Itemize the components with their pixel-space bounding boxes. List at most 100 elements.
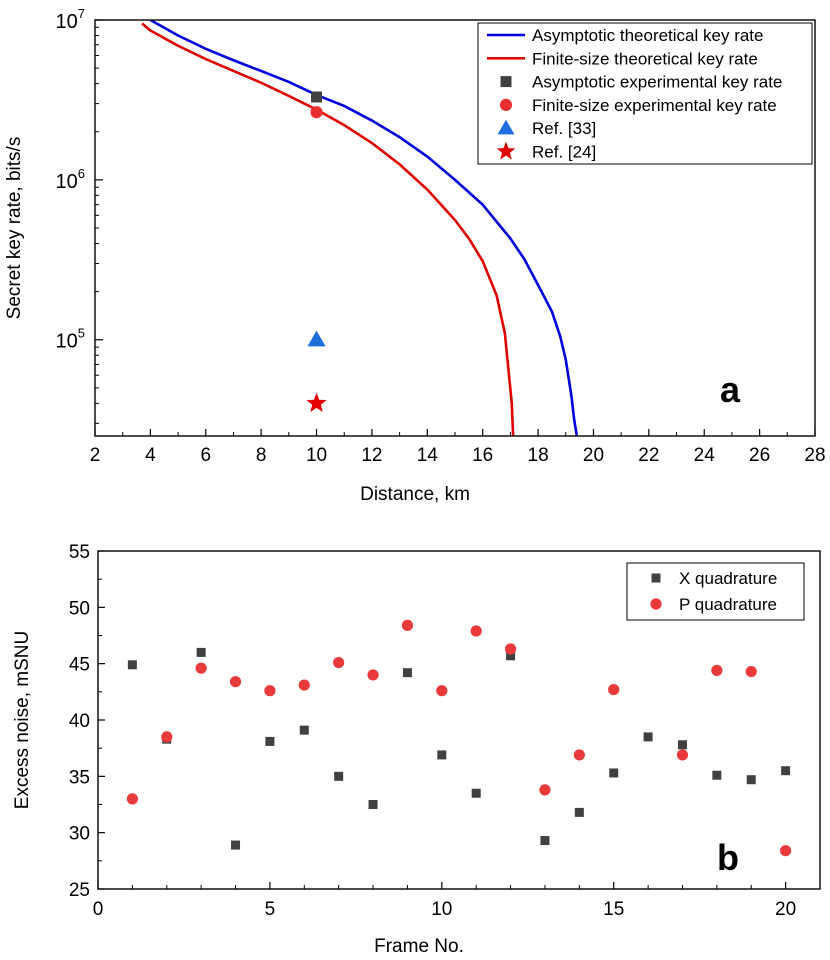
x-tick-label: 10 <box>431 899 452 920</box>
data-point-square <box>437 750 447 760</box>
data-point-square <box>402 668 412 678</box>
data-point-square <box>574 807 584 817</box>
legend: Asymptotic theoretical key rate Finite-si… <box>477 22 813 165</box>
y-tick-label: 40 <box>69 711 90 732</box>
y-tick-label: 50 <box>69 598 90 619</box>
legend-marker-swatch <box>497 119 515 135</box>
data-point-square <box>368 800 378 809</box>
plot-frame <box>97 550 821 890</box>
data-point-square <box>609 768 619 778</box>
data-point-circle <box>310 106 323 119</box>
data-point-square <box>265 736 275 746</box>
legend-marker-swatch <box>651 573 661 583</box>
panel-b-excess-noise-chart: 0 5 10 15 20 25 30 35 40 45 50 55 Frame No. Excess no… <box>12 542 821 957</box>
x-tick-label: 18 <box>528 445 549 466</box>
data-point-circle <box>573 749 585 761</box>
x-tick-label: 14 <box>417 445 439 466</box>
data-point-circle <box>401 619 414 631</box>
y-axis-title: Excess noise, mSNU <box>12 631 33 809</box>
y-tick-label: 30 <box>69 824 90 845</box>
panel-label: b <box>717 837 739 878</box>
legend-entry-label: Asymptotic experimental key rate <box>532 73 782 92</box>
data-point-square <box>506 651 516 661</box>
y-tick-label: 106 <box>56 166 85 193</box>
data-point-square <box>127 660 137 670</box>
series-line-0 <box>149 20 579 436</box>
y-tick-base: 10 <box>56 171 78 193</box>
x-tick-label: 4 <box>145 445 156 466</box>
x-tick-label: 28 <box>804 445 825 466</box>
data-point-square <box>299 725 309 735</box>
data-point-square <box>311 91 323 103</box>
legend-marker-swatch <box>496 141 516 160</box>
data-point-square <box>677 740 687 750</box>
y-tick-exponent: 5 <box>78 326 85 341</box>
data-point-circle <box>333 656 345 669</box>
y-tick-exponent: 7 <box>78 6 85 21</box>
data-point-square <box>746 775 756 785</box>
data-point-circle <box>504 643 517 655</box>
data-point-circle <box>780 845 792 857</box>
legend-marker-swatch <box>650 598 662 610</box>
data-point-circle <box>745 665 757 678</box>
data-point-square <box>643 732 653 742</box>
x-tick-label: 22 <box>638 445 659 466</box>
x-tick-label: 12 <box>361 445 382 466</box>
data-point-square <box>781 766 791 776</box>
data-point-square <box>196 647 206 657</box>
data-point-triangle <box>307 330 326 347</box>
data-point-circle <box>229 676 242 688</box>
x-tick-label: 16 <box>472 445 493 466</box>
legend-marker-swatch <box>500 76 512 88</box>
y-tick-exponent: 6 <box>78 166 85 181</box>
data-point-square <box>231 840 241 850</box>
data-point-circle <box>470 625 482 637</box>
x-tick-label: 2 <box>90 445 101 466</box>
legend-box <box>477 22 813 165</box>
legend-entry-label: Finite-size theoretical key rate <box>532 49 758 68</box>
x-tick-label: 26 <box>749 445 770 466</box>
data-point-square <box>471 788 481 798</box>
legend-marker-swatch <box>499 98 513 111</box>
data-point-circle <box>161 731 173 743</box>
x-tick-label: 15 <box>603 899 624 920</box>
x-tick-label: 5 <box>265 899 276 920</box>
data-point-circle <box>539 784 551 796</box>
y-tick-label: 105 <box>56 326 85 353</box>
data-point-circle <box>264 685 276 697</box>
legend-entry-label: X quadrature <box>679 569 777 588</box>
legend-entry-label: Asymptotic theoretical key rate <box>532 26 763 45</box>
x-tick-label: 24 <box>694 445 716 466</box>
series-line-1 <box>141 22 515 436</box>
legend-entry-label: Ref. [24] <box>532 143 596 162</box>
data-point-circle <box>436 685 448 697</box>
data-point-square <box>334 771 344 781</box>
data-point-circle <box>711 664 723 677</box>
y-tick-label: 45 <box>69 655 90 676</box>
y-tick-label: 55 <box>69 542 90 563</box>
panel-label: a <box>720 369 741 410</box>
data-point-circle <box>126 793 138 805</box>
x-tick-label: 10 <box>306 445 327 466</box>
legend: X quadrature P quadrature <box>626 562 805 621</box>
legend-entry-label: Finite-size experimental key rate <box>532 96 777 115</box>
plot-frame <box>94 19 816 437</box>
y-tick-label: 107 <box>56 6 85 33</box>
data-point-circle <box>195 662 207 674</box>
legend-box <box>626 562 805 621</box>
x-tick-label: 20 <box>775 899 796 920</box>
legend-entry-label: P quadrature <box>679 595 777 614</box>
y-tick-base: 10 <box>56 331 78 353</box>
x-tick-label: 20 <box>583 445 604 466</box>
data-point-circle <box>676 749 689 761</box>
y-axis-title: Secret key rate, bits/s <box>4 137 25 320</box>
x-axis-title: Distance, km <box>360 484 470 505</box>
panel-a-key-rate-chart: 2 4 6 8 10 12 14 16 18 20 22 24 26 28105106107Distanc… <box>4 6 826 505</box>
data-point-circle <box>298 679 310 691</box>
y-tick-label: 35 <box>69 767 90 788</box>
data-point-circle <box>608 683 620 696</box>
y-tick-label: 25 <box>69 880 90 901</box>
x-tick-label: 6 <box>200 445 211 466</box>
data-point-square <box>540 836 550 846</box>
